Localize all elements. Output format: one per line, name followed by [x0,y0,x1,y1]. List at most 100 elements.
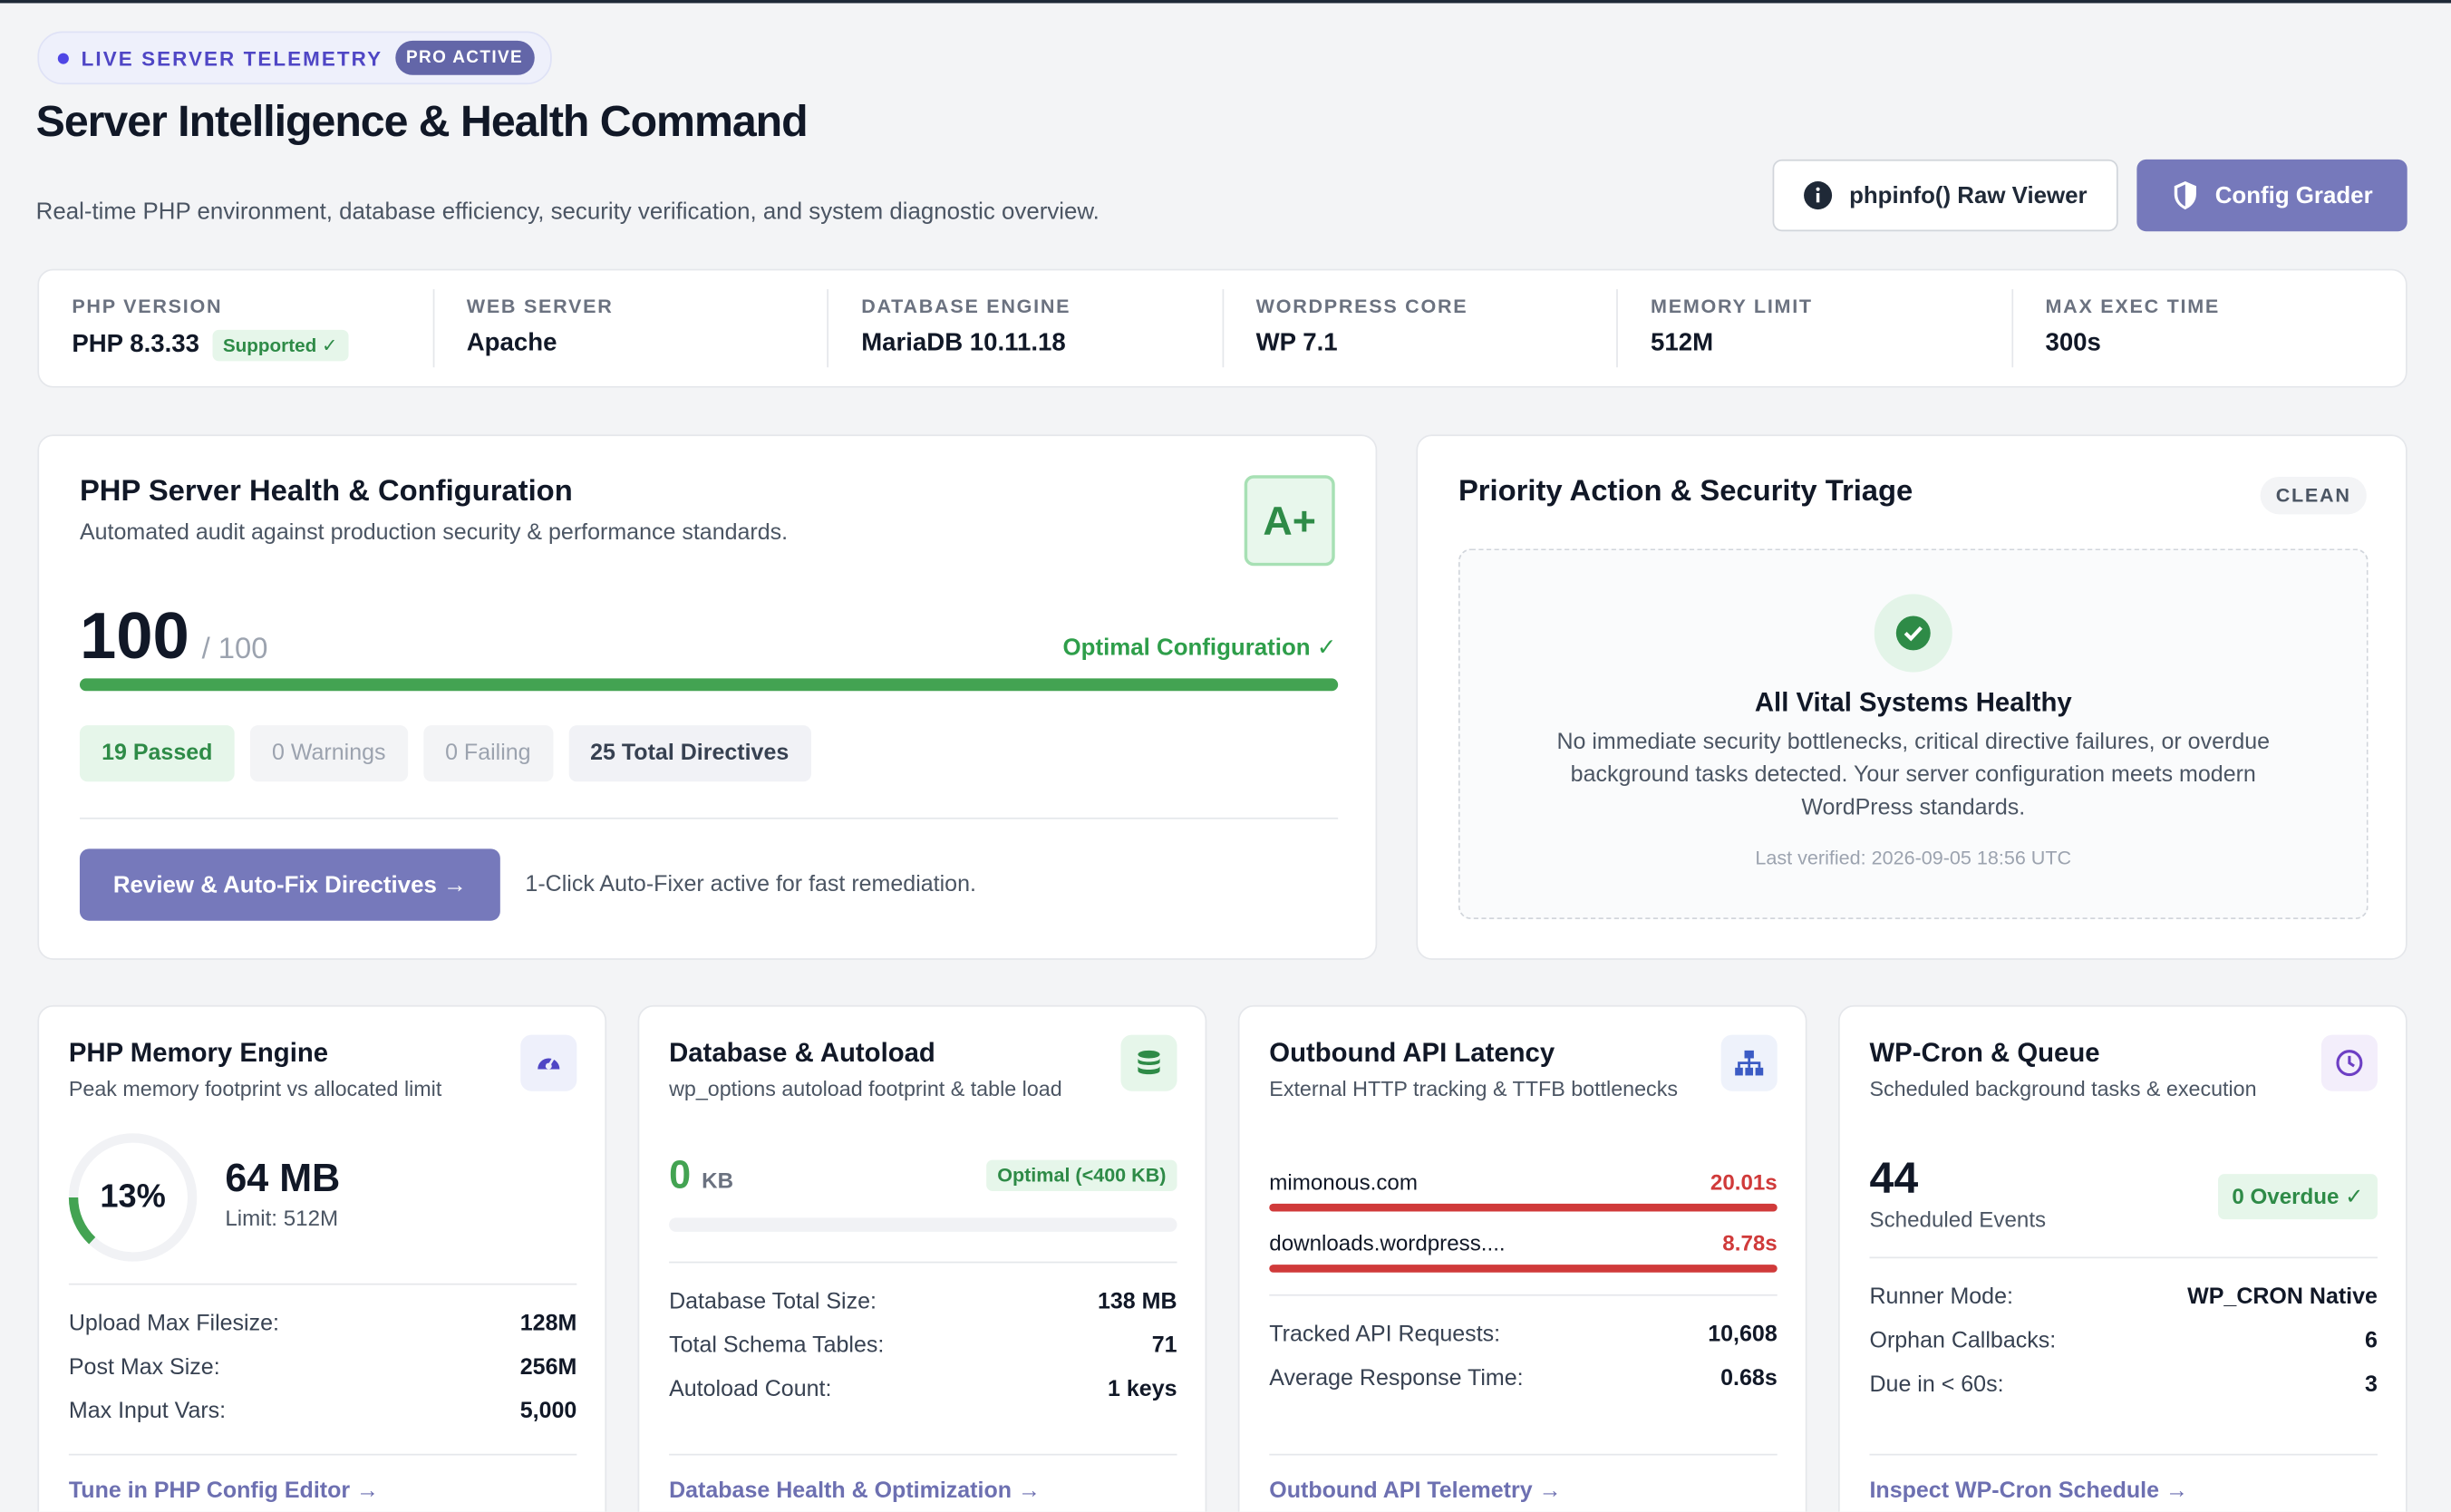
support-tag: Supported ✓ [211,329,349,362]
stats-bar: PHP VERSION PHP 8.3.33 Supported ✓ WEB SERV… [37,268,2407,388]
detail-rows: Database Total Size: 138 MB Total Schema T… [669,1280,1177,1411]
card-title: Outbound API Latency [1269,1038,1555,1068]
divider [79,817,1339,819]
stat-label: WORDPRESS CORE [1255,295,1468,318]
stat-value-row: PHP 8.3.33 Supported ✓ [72,329,431,362]
detail-rows: Tracked API Requests: 10,608 Average Respo… [1269,1313,1777,1401]
divider [1269,1453,1778,1456]
row-value: 1 keys [1108,1377,1177,1402]
stat: WORDPRESS CORE WP 7.1 [1221,289,1616,368]
grade-badge: A+ [1244,475,1335,567]
card-description: Scheduled background tasks & execution [1869,1077,2257,1101]
row-label: Average Response Time: [1269,1366,1524,1391]
detail-row: Average Response Time: 0.68s [1269,1357,1777,1401]
host-latency: 8.78s [1722,1230,1778,1255]
row-label: Runner Mode: [1869,1284,2013,1311]
row-label: Due in < 60s: [1869,1372,2004,1398]
detail-row: Total Schema Tables: 71 [669,1324,1177,1368]
detail-rows: Upload Max Filesize: 128M Post Max Size: 25… [69,1303,576,1434]
triage-card: Priority Action & Security Triage CLEAN … [1416,434,2407,960]
status-text: Optimal Configuration ✓ [1062,635,1337,662]
row-label: Orphan Callbacks: [1869,1328,2057,1354]
optimal-tag: Optimal (<400 KB) [986,1159,1177,1192]
stat-label: MEMORY LIMIT [1651,295,1813,318]
detail-row: Max Input Vars: 5,000 [69,1390,576,1433]
stat-value: WP 7.1 [1255,329,1338,357]
divider [1869,1256,2378,1259]
stat: MAX EXEC TIME 300s [2010,289,2406,368]
cron-label: Scheduled Events [1869,1207,2047,1232]
stat-value-row: 512M [1651,330,2010,358]
card-description: Peak memory footprint vs allocated limit [68,1077,442,1101]
result-pill: 19 Passed [79,725,235,782]
card-title: PHP Memory Engine [68,1038,329,1068]
card-link[interactable]: Tune in PHP Config Editor → [68,1478,380,1504]
divider [1869,1453,2378,1456]
phpinfo-button[interactable]: phpinfo() Raw Viewer [1772,159,2118,232]
check-icon [1874,594,1952,673]
autoload-value: 0 [669,1153,692,1197]
config-grader-button[interactable]: Config Grader [2136,159,2407,232]
detail-row: Runner Mode: WP_CRON Native [1869,1275,2377,1319]
stat: WEB SERVER Apache [431,289,827,368]
score-value: 100 [79,598,189,673]
shield-icon [2174,181,2197,210]
stat-value: 512M [1651,329,1714,357]
stat-value-row: WP 7.1 [1256,330,1616,358]
card-link[interactable]: Inspect WP-Cron Schedule → [1869,1478,2189,1504]
stat: PHP VERSION PHP 8.3.33 Supported ✓ [39,289,432,367]
autofix-button[interactable]: Review & Auto-Fix Directives → [79,848,500,921]
row-value: 3 [2365,1372,2378,1398]
row-value: 128M [519,1311,577,1337]
card-link[interactable]: Database Health & Optimization → [669,1478,1041,1504]
card-icon [1720,1034,1778,1091]
status-dot [57,52,69,63]
stat-label: DATABASE ENGINE [861,295,1071,318]
memory-limit: Limit: 512M [225,1205,339,1231]
clean-chip: CLEAN [2260,476,2367,515]
row-value: 256M [519,1355,577,1381]
row-label: Tracked API Requests: [1269,1322,1501,1348]
host-latency: 20.01s [1710,1168,1778,1195]
detail-row: Orphan Callbacks: 6 [1869,1319,2377,1362]
result-pill: 0 Failing [422,725,553,782]
row-label: Max Input Vars: [68,1399,227,1425]
pill-row: 19 Passed 0 Warnings 0 Failing 25 Total Dir… [79,725,811,782]
stat-value: MariaDB 10.11.18 [861,329,1066,357]
row-value: 10,608 [1708,1322,1778,1348]
badge-text: LIVE SERVER TELEMETRY [81,45,383,70]
button-label: phpinfo() Raw Viewer [1849,181,2088,209]
divider [68,1453,577,1456]
stat: DATABASE ENGINE MariaDB 10.11.18 [827,289,1221,368]
verified-time: Last verified: 2026-09-05 18:56 UTC [1755,847,2072,869]
card-title: WP-Cron & Queue [1869,1038,2100,1068]
row-value: 71 [1151,1333,1177,1359]
stat-value-row: 300s [2045,330,2405,358]
metric-card: Database & Autoload wp_options autoload f… [637,1004,1207,1512]
detail-row: Upload Max Filesize: 128M [69,1303,576,1346]
divider [669,1261,1177,1264]
card-title: Database & Autoload [669,1038,935,1068]
card-icon [1120,1034,1177,1091]
detail-row: Database Total Size: 138 MB [669,1280,1177,1323]
score: 100 / 100 [80,598,268,674]
host-name: downloads.wordpress.... [1269,1230,1506,1255]
card-description: Automated audit against production secur… [79,520,789,546]
page-subtitle: Real-time PHP environment, database effi… [35,199,1100,226]
stat-label: MAX EXEC TIME [2045,295,2220,318]
autoload-unit: KB [702,1168,734,1193]
card-icon [2320,1034,2378,1091]
card-title: PHP Server Health & Configuration [79,475,573,509]
row-label: Post Max Size: [68,1355,220,1381]
divider [669,1453,1177,1456]
pro-chip: PRO ACTIVE [394,40,535,75]
detail-row: Tracked API Requests: 10,608 [1269,1313,1777,1357]
page-title: Server Intelligence & Health Command [35,96,809,146]
card-link[interactable]: Outbound API Telemetry → [1269,1478,1562,1504]
stat-value: 300s [2045,329,2101,357]
result-pill: 25 Total Directives [567,725,811,782]
score-total: / 100 [201,633,268,666]
detail-rows: Runner Mode: WP_CRON Native Orphan Callbac… [1869,1275,2377,1407]
